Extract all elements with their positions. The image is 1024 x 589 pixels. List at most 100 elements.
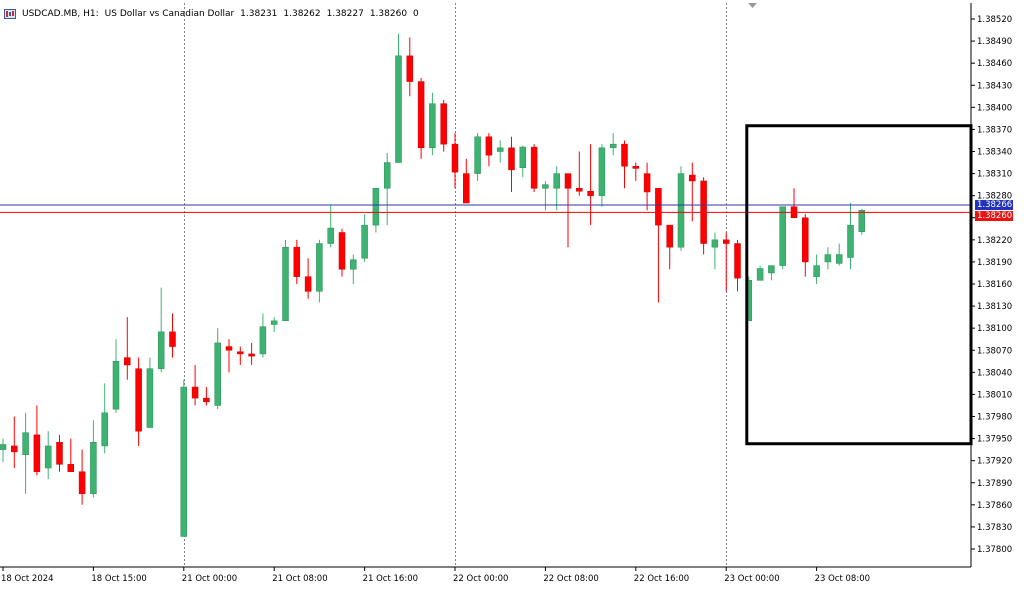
bullish-candle	[0, 438, 7, 463]
bearish-candle	[643, 162, 651, 211]
candle-body	[598, 147, 606, 196]
candle-body	[689, 174, 696, 182]
price-tick-label: 1.37890	[977, 479, 1012, 489]
candle-body	[214, 342, 221, 406]
symbol-timeframe: USDCAD.MB, H1:	[22, 9, 99, 19]
candle-body	[496, 147, 504, 152]
candle-body	[327, 227, 334, 244]
bullish-candle	[553, 166, 560, 211]
price-tick-label: 1.38520	[977, 15, 1012, 25]
highlight-box	[745, 124, 973, 446]
candle-body	[542, 184, 549, 189]
candle-body	[835, 254, 843, 264]
bullish-candle	[327, 204, 334, 248]
price-tick-label: 1.38190	[977, 258, 1012, 268]
price-tick-label: 1.37950	[977, 435, 1012, 445]
bullish-candle	[282, 239, 289, 322]
bearish-candle	[203, 387, 210, 406]
header-extra: 0	[413, 9, 419, 19]
bullish-candle	[361, 214, 368, 262]
candle-body	[813, 265, 820, 277]
price-tick-label: 1.37860	[977, 501, 1012, 511]
bearish-candle	[406, 37, 414, 97]
candle-body	[316, 243, 323, 292]
price-tick-label: 1.37800	[977, 545, 1012, 555]
candle-body	[395, 55, 402, 163]
bearish-candle	[485, 133, 493, 167]
bearish-candle	[67, 438, 75, 472]
candle-body	[90, 442, 97, 495]
chart-shift-marker	[748, 3, 757, 8]
candle-body	[157, 331, 165, 369]
bullish-candle	[214, 328, 221, 410]
candle-body	[779, 206, 786, 266]
price-tick-label: 1.38460	[977, 59, 1012, 69]
bullish-candle	[101, 383, 108, 454]
bullish-candle	[316, 239, 323, 303]
bullish-candle	[813, 254, 820, 284]
bullish-candle	[429, 92, 436, 156]
time-tick-label: 18 Oct 2024	[1, 574, 54, 584]
candle-body	[67, 464, 75, 472]
bearish-candle	[191, 364, 199, 406]
candle-body	[293, 246, 301, 277]
ohlc-high: 1.38262	[283, 9, 321, 19]
bullish-candle	[542, 180, 549, 211]
price-tick-label: 1.38310	[977, 170, 1012, 180]
candle-body	[191, 386, 199, 399]
bullish-candle	[112, 339, 120, 413]
candle-body	[722, 239, 730, 244]
price-tick-label: 1.38370	[977, 125, 1012, 135]
chart-header: USDCAD.MB, H1: US Dollar vs Canadian Dol…	[4, 6, 425, 22]
bearish-candle	[564, 173, 572, 248]
candle-body	[553, 173, 560, 189]
bearish-candle	[587, 144, 594, 226]
bearish-candle	[722, 232, 730, 292]
bullish-candle	[270, 317, 278, 332]
bearish-candle	[248, 342, 255, 365]
candle-body	[756, 268, 764, 281]
bullish-candle	[146, 357, 154, 428]
bearish-candle	[33, 405, 41, 476]
price-tick-label: 1.38010	[977, 390, 1012, 400]
bearish-candle	[689, 162, 696, 222]
candle-body	[768, 265, 775, 274]
bullish-candle	[44, 431, 52, 480]
candle-body	[677, 173, 685, 248]
candle-body	[11, 445, 18, 453]
candle-body	[22, 432, 29, 456]
ohlc-close: 1.38260	[369, 9, 408, 19]
bearish-candle	[666, 224, 673, 270]
bullish-candle	[835, 243, 843, 266]
price-tick-label: 1.37830	[977, 523, 1012, 533]
bullish-candle	[496, 140, 504, 163]
bullish-candle	[779, 206, 786, 270]
candle-body	[248, 353, 255, 357]
time-tick-label: 21 Oct 08:00	[272, 574, 327, 584]
candle-body	[530, 146, 538, 189]
candle-body	[824, 254, 832, 263]
bullish-candle	[180, 379, 188, 537]
candle-body	[383, 162, 391, 189]
bearish-candle	[451, 133, 459, 189]
candle-body	[655, 188, 662, 226]
ask-price-tag: 1.38266	[975, 199, 1013, 210]
bullish-candle	[259, 313, 267, 358]
price-tick-label: 1.37980	[977, 413, 1012, 423]
bearish-candle	[463, 158, 470, 204]
price-tick-label: 1.38100	[977, 324, 1012, 334]
candle-body	[463, 173, 470, 204]
bullish-candle	[847, 203, 854, 270]
candle-body	[56, 442, 63, 465]
overlay	[745, 3, 973, 446]
price-tick-label: 1.38040	[977, 368, 1012, 378]
chart-window-icon[interactable]	[4, 9, 16, 19]
candle-body	[225, 346, 233, 351]
candle-body	[180, 386, 188, 537]
candle-body	[259, 326, 267, 355]
candle-body	[282, 246, 289, 322]
candle-body	[0, 444, 7, 450]
bullish-candle	[372, 188, 380, 233]
price-tick-label: 1.38340	[977, 148, 1012, 158]
